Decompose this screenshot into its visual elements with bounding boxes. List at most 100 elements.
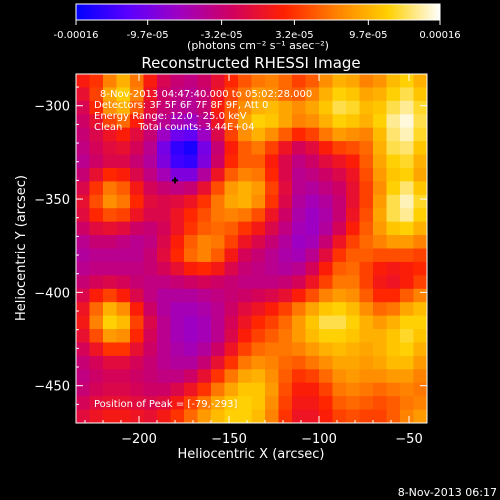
heatmap-cell: [76, 355, 91, 370]
heatmap-cell: [278, 221, 293, 236]
heatmap-cell: [251, 382, 266, 397]
heatmap-cell: [224, 235, 239, 250]
heatmap-cell: [346, 141, 361, 156]
heatmap-cell: [238, 127, 253, 142]
heatmap-cell: [103, 275, 118, 290]
heatmap-cell: [292, 315, 307, 330]
heatmap-cell: [278, 127, 293, 142]
heatmap-cell: [103, 127, 118, 142]
heatmap-cell: [251, 141, 266, 156]
heatmap-cell: [305, 315, 320, 330]
heatmap-cell: [130, 114, 145, 129]
heatmap-cell: [89, 288, 104, 303]
heatmap-cell: [346, 275, 361, 290]
heatmap-cell: [157, 208, 172, 223]
heatmap-cell: [184, 409, 199, 423]
heatmap-cell: [130, 288, 145, 303]
heatmap-cell: [278, 342, 293, 357]
heatmap-cell: [116, 127, 131, 142]
heatmap-cell: [143, 127, 158, 142]
heatmap-cell: [400, 396, 415, 411]
heatmap-cell: [413, 329, 427, 344]
heatmap-cell: [143, 87, 158, 102]
colorbar-tick-label: -0.00016: [54, 30, 99, 41]
heatmap-cell: [116, 329, 131, 344]
heatmap-cell: [359, 369, 374, 384]
heatmap-cell: [373, 100, 388, 115]
heatmap-cell: [278, 100, 293, 115]
heatmap-cell: [103, 261, 118, 276]
heatmap-cell: [292, 100, 307, 115]
heatmap-cell: [413, 194, 427, 209]
heatmap-cell: [319, 127, 334, 142]
heatmap-cell: [170, 208, 185, 223]
heatmap-cell: [359, 382, 374, 397]
heatmap-cell: [197, 315, 212, 330]
heatmap-cell: [332, 167, 347, 182]
heatmap-cell: [292, 127, 307, 142]
heatmap-cell: [197, 261, 212, 276]
heatmap-cell: [305, 167, 320, 182]
heatmap-cell: [157, 409, 172, 423]
heatmap-cell: [265, 127, 280, 142]
heatmap-cell: [130, 74, 145, 89]
heatmap-cell: [116, 74, 131, 89]
heatmap-cell: [211, 275, 226, 290]
heatmap-cell: [359, 127, 374, 142]
heatmap-cell: [319, 154, 334, 169]
heatmap-cell: [278, 167, 293, 182]
heatmap-cell: [170, 221, 185, 236]
heatmap-cell: [373, 315, 388, 330]
heatmap-cell: [197, 355, 212, 370]
heatmap-cell: [292, 329, 307, 344]
heatmap-cell: [224, 329, 239, 344]
heatmap-cell: [278, 288, 293, 303]
heatmap-cell: [76, 288, 91, 303]
heatmap-cell: [224, 302, 239, 317]
heatmap-cell: [89, 181, 104, 196]
heatmap-cell: [332, 194, 347, 209]
heatmap-cell: [211, 355, 226, 370]
heatmap-cell: [211, 221, 226, 236]
y-tick-label: −450: [34, 380, 70, 395]
heatmap-cell: [103, 87, 118, 102]
heatmap-cell: [184, 194, 199, 209]
info-clean-counts: Clean Total counts: 3.44E+04: [94, 122, 254, 133]
heatmap-cell: [278, 235, 293, 250]
heatmap-cell: [292, 409, 307, 423]
heatmap-cell: [157, 342, 172, 357]
heatmap-cell: [143, 181, 158, 196]
heatmap-cell: [184, 167, 199, 182]
heatmap-cell: [238, 261, 253, 276]
heatmap-cell: [157, 355, 172, 370]
heatmap-cell: [373, 302, 388, 317]
heatmap-cell: [319, 396, 334, 411]
heatmap-cell: [332, 114, 347, 129]
heatmap-cell: [400, 342, 415, 357]
heatmap-cell: [197, 302, 212, 317]
heatmap-cell: [373, 208, 388, 223]
heatmap-cell: [116, 141, 131, 156]
heatmap-cell: [278, 302, 293, 317]
heatmap-cell: [184, 154, 199, 169]
heatmap-cell: [143, 275, 158, 290]
heatmap-cell: [130, 221, 145, 236]
heatmap-cell: [157, 288, 172, 303]
heatmap-cell: [346, 302, 361, 317]
heatmap-cell: [224, 369, 239, 384]
heatmap-cell: [413, 409, 427, 423]
heatmap-cell: [130, 141, 145, 156]
heatmap-cell: [251, 355, 266, 370]
heatmap-cell: [184, 141, 199, 156]
heatmap-cell: [319, 275, 334, 290]
heatmap-cell: [319, 248, 334, 263]
heatmap-cell: [413, 288, 427, 303]
heatmap-cell: [76, 329, 91, 344]
heatmap-cell: [103, 141, 118, 156]
heatmap-cell: [211, 154, 226, 169]
heatmap-cell: [373, 194, 388, 209]
heatmap-cell: [89, 382, 104, 397]
heatmap-cell: [386, 141, 401, 156]
heatmap-cell: [157, 141, 172, 156]
colorbar-tick-label: 0.00016: [419, 30, 460, 41]
